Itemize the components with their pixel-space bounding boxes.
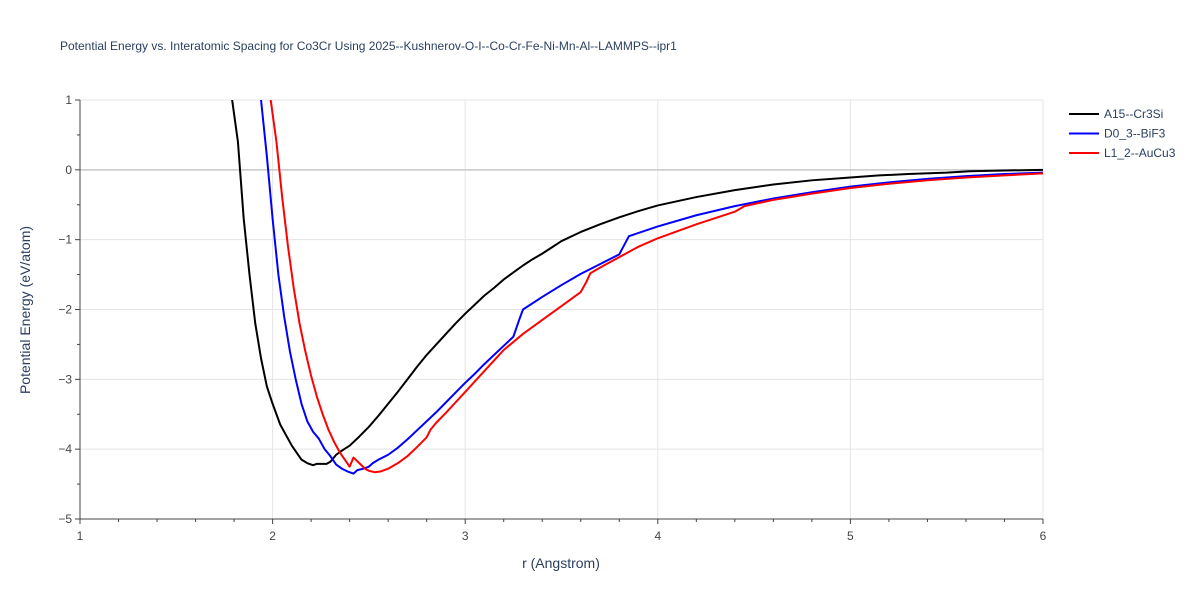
y-tick-label: −3 <box>58 372 72 386</box>
legend-label: A15--Cr3Si <box>1104 107 1163 121</box>
y-tick-label: −4 <box>58 442 72 456</box>
legend-label: D0_3--BiF3 <box>1104 127 1166 141</box>
legend-item-l1-2-aucu3[interactable]: L1_2--AuCu3 <box>1069 146 1176 160</box>
axis-layer: 1 2 3 4 5 6 1 0 −1 −2 −3 −4 −5 <box>58 93 1046 543</box>
y-tick-label: −5 <box>58 512 72 526</box>
legend-label: L1_2--AuCu3 <box>1104 146 1176 160</box>
x-tick-label: 1 <box>77 529 84 543</box>
x-tick-label: 4 <box>654 529 661 543</box>
legend-item-a15-cr3si[interactable]: A15--Cr3Si <box>1069 107 1163 121</box>
y-tick-label: 1 <box>65 93 72 107</box>
x-tick-label: 2 <box>269 529 276 543</box>
legend-item-d0-3-bif3[interactable]: D0_3--BiF3 <box>1069 127 1166 141</box>
series-line-l1-2-aucu3 <box>269 100 1043 474</box>
x-tick-label: 5 <box>847 529 854 543</box>
x-axis-title: r (Angstrom) <box>522 555 600 571</box>
y-tick-label: −2 <box>58 303 72 317</box>
chart-title: Potential Energy vs. Interatomic Spacing… <box>60 39 677 53</box>
series-line-a15-cr3si <box>231 100 1043 467</box>
series-line-d0-3-bif3 <box>260 100 1043 475</box>
x-tick-label: 6 <box>1040 529 1047 543</box>
series-layer <box>231 100 1043 475</box>
y-axis-title: Potential Energy (eV/atom) <box>17 226 33 394</box>
grid-layer <box>80 99 1044 519</box>
legend[interactable]: A15--Cr3Si D0_3--BiF3 L1_2--AuCu3 <box>1069 107 1176 160</box>
x-tick-label: 3 <box>462 529 469 543</box>
y-tick-label: −1 <box>58 233 72 247</box>
y-tick-label: 0 <box>65 163 72 177</box>
